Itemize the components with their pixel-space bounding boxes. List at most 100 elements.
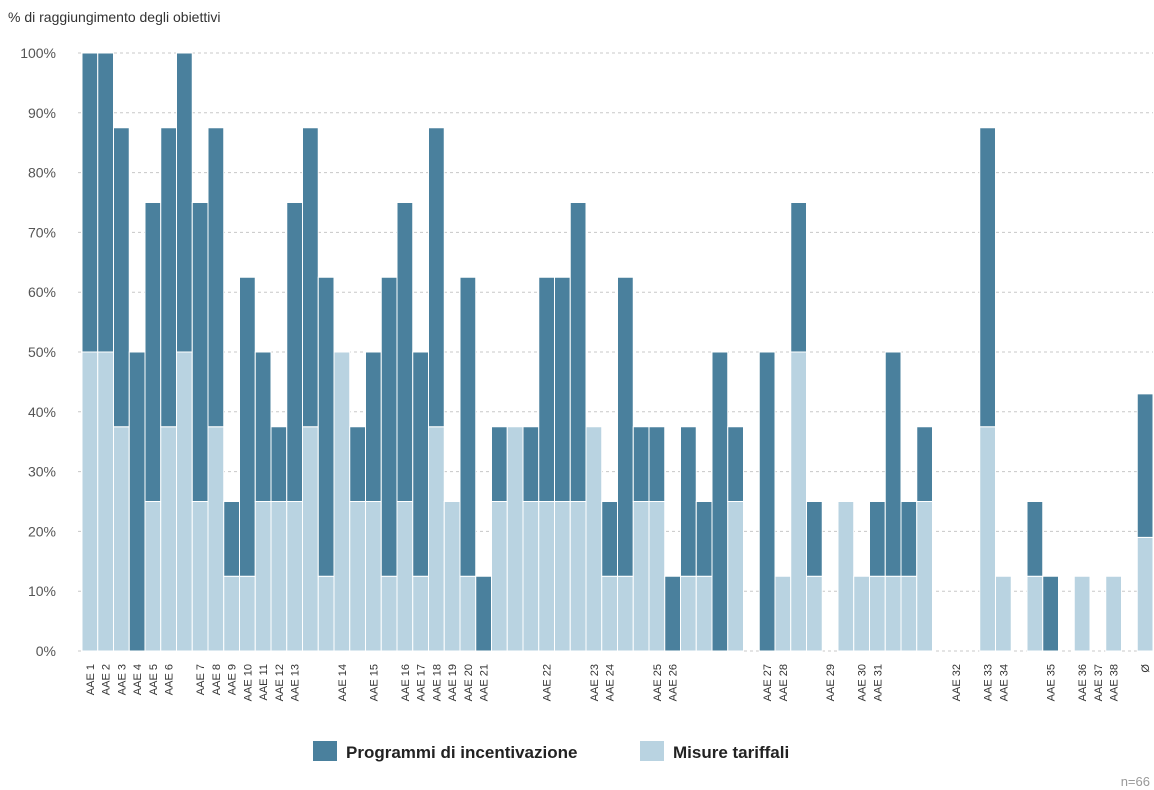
bar-segment <box>601 575 618 652</box>
y-tick-label: 10% <box>28 583 56 599</box>
x-tick-label: AAE 26 <box>668 664 680 701</box>
bar-segment <box>176 52 193 353</box>
bar-segment <box>711 351 729 652</box>
y-tick-label: 60% <box>28 284 56 300</box>
x-tick-label: AAE 28 <box>778 664 790 701</box>
x-tick-label: AAE 17 <box>416 664 428 701</box>
x-tick-label: AAE 30 <box>857 664 869 701</box>
x-tick-label: AAE 8 <box>211 664 223 695</box>
x-tick-label: AAE 6 <box>164 664 176 695</box>
bar-segment <box>1026 575 1044 652</box>
bar-segment <box>806 501 823 577</box>
y-tick-label: 100% <box>20 45 56 61</box>
bar-segment <box>806 575 823 652</box>
x-tick-label: AAE 15 <box>368 664 380 701</box>
bar-segment <box>380 276 398 577</box>
bar-segment <box>837 501 855 652</box>
bar-segment <box>412 575 429 652</box>
bar-segment <box>144 501 162 652</box>
x-tick-label: AAE 12 <box>274 664 286 701</box>
bar-segment <box>286 501 303 652</box>
bar-segment <box>1105 575 1122 652</box>
x-tick-label: AAE 19 <box>447 664 459 701</box>
bar-segment <box>270 501 288 652</box>
bar-segment <box>1136 393 1154 538</box>
y-tick-label: 90% <box>28 105 56 121</box>
x-tick-label: AAE 13 <box>290 664 302 701</box>
bar-segment <box>648 426 666 502</box>
bar-segment <box>900 501 918 577</box>
bar-segment <box>569 501 587 652</box>
bar-segment <box>270 426 288 502</box>
x-tick-label: AAE 33 <box>983 664 995 701</box>
x-tick-label: AAE 3 <box>116 664 128 695</box>
x-tick-label: Ø <box>1140 664 1152 673</box>
x-tick-label: AAE 36 <box>1077 664 1089 701</box>
bar-segment <box>81 351 99 652</box>
bar-segment <box>317 276 335 577</box>
legend-swatch <box>313 741 337 761</box>
bar-segment <box>81 52 99 353</box>
bar-segment <box>223 575 240 652</box>
bar-segment <box>239 276 256 577</box>
bar-segment <box>680 575 697 652</box>
x-tick-label: AAE 25 <box>652 664 664 701</box>
x-tick-label: AAE 4 <box>132 664 144 695</box>
bar-segment <box>113 426 130 652</box>
bar-segment <box>160 426 177 652</box>
x-tick-label: AAE 35 <box>1046 664 1058 701</box>
bar-segment <box>632 501 650 652</box>
bar-segment <box>601 501 618 577</box>
bar-segment <box>459 276 477 577</box>
bar-segment <box>302 426 319 652</box>
legend-label: Misure tariffali <box>673 743 789 762</box>
y-tick-label: 50% <box>28 344 56 360</box>
bar-segment <box>207 127 225 428</box>
bar-segment <box>286 202 303 502</box>
bar-segment <box>396 202 414 502</box>
bar-segment <box>617 575 634 652</box>
y-tick-label: 80% <box>28 165 56 181</box>
bar-segment <box>349 501 366 652</box>
bar-segment <box>884 575 902 652</box>
x-tick-label: AAE 29 <box>825 664 837 701</box>
bar-segment <box>664 575 681 652</box>
bar-segment <box>506 426 524 652</box>
x-tick-label: AAE 2 <box>101 664 113 695</box>
bar-segment <box>695 575 713 652</box>
bar-segment <box>239 575 256 652</box>
sample-note: n=66 <box>1121 774 1150 789</box>
bar-segment <box>617 276 634 577</box>
bar-segment <box>900 575 918 652</box>
bar-segment <box>254 501 272 652</box>
bar-segment <box>648 501 666 652</box>
bar-segment <box>790 351 807 652</box>
bar-segment <box>979 426 996 652</box>
y-tick-label: 70% <box>28 224 56 240</box>
bar-segment <box>995 575 1012 652</box>
bar-segment <box>97 351 114 652</box>
bar-segment <box>459 575 477 652</box>
x-tick-label: AAE 37 <box>1093 664 1105 701</box>
bar-segment <box>223 501 240 577</box>
bar-segment <box>979 127 996 428</box>
y-tick-label: 0% <box>36 643 56 659</box>
bar-segment <box>191 501 209 652</box>
bar-segment <box>727 426 744 502</box>
legend-swatch <box>640 741 664 761</box>
bar-segment <box>97 52 114 353</box>
bar-segment <box>790 202 807 353</box>
bar-segment <box>144 202 162 502</box>
bar-segment <box>160 127 177 428</box>
x-tick-label: AAE 16 <box>400 664 412 701</box>
bar-segment <box>853 575 870 652</box>
bar-segment <box>128 351 146 652</box>
bar-segment <box>380 575 398 652</box>
x-tick-label: AAE 23 <box>589 664 601 701</box>
bar-segment <box>680 426 697 577</box>
axis-title: % di raggiungimento degli obiettivi <box>8 9 220 25</box>
bar-segment <box>1026 501 1044 577</box>
x-tick-label: AAE 38 <box>1109 664 1121 701</box>
bar-segment <box>538 501 555 652</box>
